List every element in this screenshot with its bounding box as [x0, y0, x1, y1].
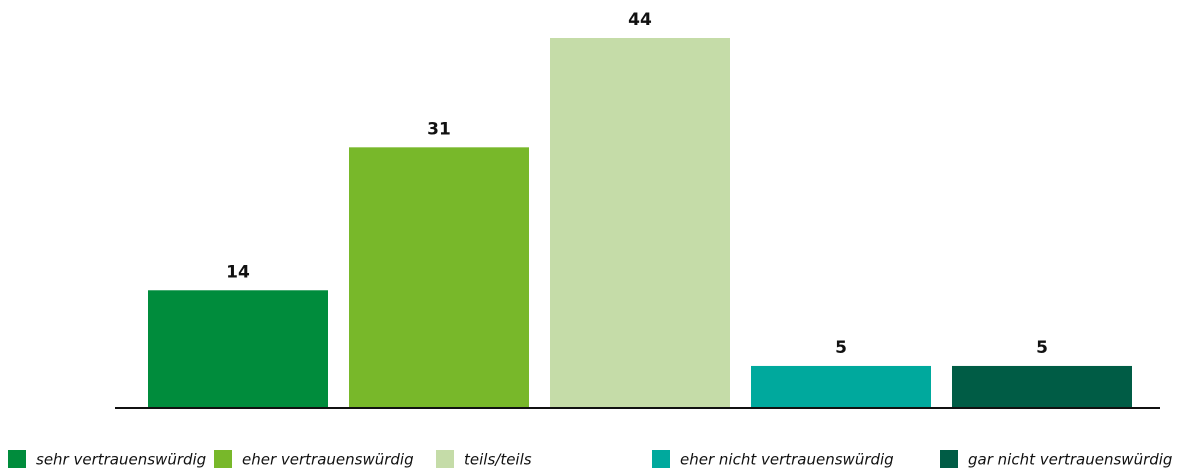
bar: [148, 290, 328, 408]
data-label: 5: [1036, 338, 1048, 358]
data-label: 44: [628, 10, 652, 30]
legend-label: eher vertrauenswürdig: [242, 451, 414, 469]
legend-swatch: [8, 450, 26, 468]
legend-label: eher nicht vertrauenswürdig: [680, 451, 894, 469]
data-label: 31: [427, 119, 451, 139]
legend-label: sehr vertrauenswürdig: [36, 451, 206, 469]
legend-swatch: [436, 450, 454, 468]
data-label: 14: [226, 262, 250, 282]
bar: [952, 365, 1132, 408]
legend-swatch: [214, 450, 232, 468]
legend-label: teils/teils: [464, 451, 532, 469]
legend-swatch: [652, 450, 670, 468]
legend-label: gar nicht vertrauenswürdig: [968, 451, 1172, 469]
legend-swatch: [940, 450, 958, 468]
bar: [751, 365, 931, 408]
data-label: 5: [835, 338, 847, 358]
bar: [550, 38, 730, 408]
bar: [349, 147, 529, 408]
